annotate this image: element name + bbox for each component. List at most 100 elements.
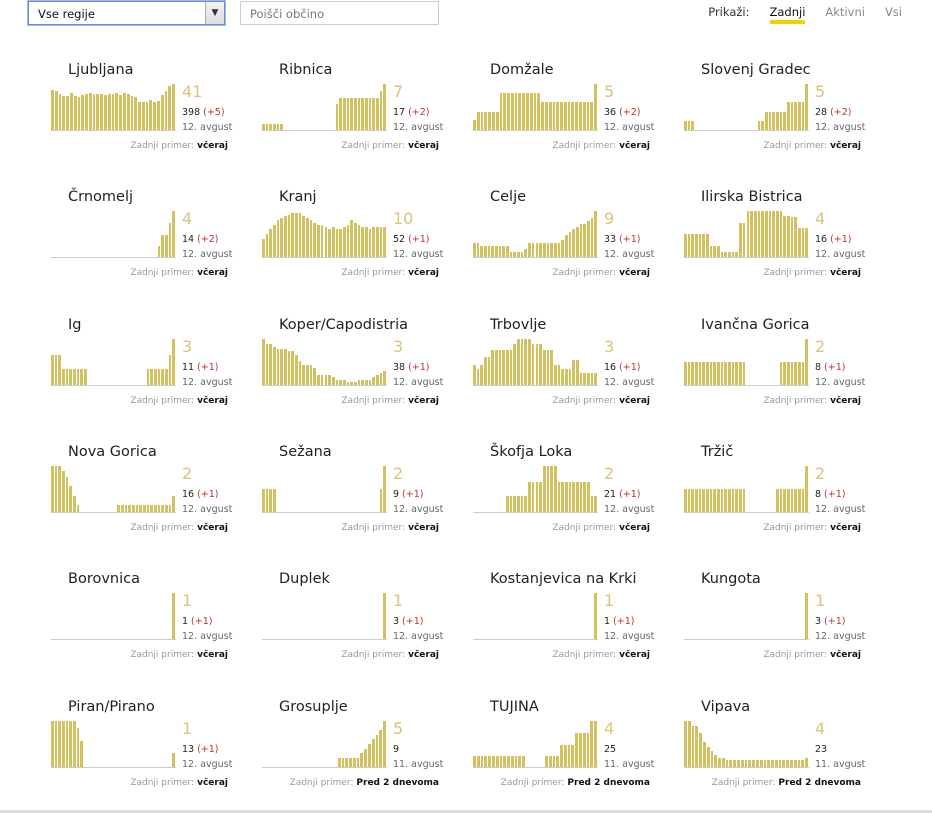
municipality-card[interactable]: TUJINA 4 25 11. avgust Zadnji primer: Pred 2 … — [473, 699, 663, 809]
municipality-name: Trbovlje — [490, 317, 547, 333]
municipality-card[interactable]: Trbovlje 3 16 (+1) 12. avgust Zadnji primer: v… — [473, 317, 663, 427]
chart-bar — [783, 215, 786, 257]
chart-bar — [571, 744, 575, 767]
show-option-vsi[interactable]: Vsi — [884, 5, 902, 19]
chart-bar — [557, 364, 561, 385]
chart-bar — [164, 504, 168, 512]
municipality-card[interactable]: Ilirska Bistrica 4 16 (+1) 12. avgust Zadnji … — [684, 189, 874, 299]
chart-bar — [794, 489, 797, 512]
municipality-card[interactable]: Piran/Pirano 1 13 (+1) 12. avgust Zadnji prim… — [51, 699, 241, 809]
chart-bar — [793, 759, 797, 767]
municipality-name: Koper/Capodistria — [279, 317, 409, 333]
municipality-name: Grosuplje — [279, 699, 348, 715]
chart-bar — [379, 730, 383, 767]
chart-bar — [567, 102, 571, 130]
last-update-date: 12. avgust — [182, 377, 233, 388]
show-option-aktivni[interactable]: Aktivni — [825, 5, 865, 19]
chart-bar — [698, 234, 702, 257]
municipality-card[interactable]: Ig 3 11 (+1) 12. avgust Zadnji primer: včeraj — [51, 317, 241, 427]
total-cases: 1 — [604, 616, 611, 627]
last-case-label: Zadnji primer: — [341, 268, 406, 278]
last-case-label: Zadnji primer: — [552, 523, 617, 533]
municipality-card[interactable]: Tržič 2 8 (+1) 12. avgust Zadnji primer: včera… — [684, 444, 874, 554]
chart-bar — [586, 221, 590, 257]
chart-bar — [146, 369, 150, 385]
chart-bar — [51, 721, 54, 767]
last-update-date: 12. avgust — [604, 122, 655, 133]
chart-bar — [335, 379, 339, 385]
case-history-chart — [262, 339, 387, 386]
chart-bar — [506, 496, 509, 512]
municipality-card[interactable]: Domžale 5 36 (+2) 12. avgust Zadnji primer: vč… — [473, 62, 663, 172]
show-option-zadnji[interactable]: Zadnji — [769, 5, 806, 24]
current-cases: 7 — [393, 82, 404, 101]
municipality-card[interactable]: Nova Gorica 2 16 (+1) 12. avgust Zadnji prime… — [51, 444, 241, 554]
chart-bar — [528, 339, 531, 385]
chart-bar — [794, 362, 797, 385]
last-update-date: 12. avgust — [393, 504, 444, 515]
last-case-label: Zadnji primer: — [130, 268, 195, 278]
chart-bar — [786, 362, 790, 385]
last-case-line: Zadnji primer: včeraj — [51, 141, 228, 151]
case-history-chart — [684, 466, 809, 513]
municipality-card[interactable]: Ivančna Gorica 2 8 (+1) 12. avgust Zadnji pri… — [684, 317, 874, 427]
chart-bar — [797, 489, 801, 512]
municipality-card[interactable]: Borovnica 1 1 (+1) 12. avgust Zadnji primer: v… — [51, 571, 241, 681]
chart-bar — [771, 759, 774, 767]
chart-bar — [361, 379, 364, 385]
chart-bar — [526, 93, 529, 130]
chart-bar — [768, 211, 772, 257]
municipality-card[interactable]: Celje 9 33 (+1) 12. avgust Zadnji primer: včer… — [473, 189, 663, 299]
chart-bar — [548, 102, 552, 130]
chart-bar — [590, 721, 594, 767]
chart-bar — [524, 339, 528, 385]
municipality-card[interactable]: Sežana 2 9 (+1) 12. avgust Zadnji primer: včer… — [262, 444, 452, 554]
chart-bar — [684, 489, 687, 512]
municipality-card[interactable]: Slovenj Gradec 5 28 (+2) 12. avgust Zadnji pr… — [684, 62, 874, 172]
chart-bar — [518, 756, 522, 767]
municipality-card[interactable]: Grosuplje 5 9 11. avgust Zadnji primer: Pred … — [262, 699, 452, 809]
municipality-card[interactable]: Koper/Capodistria 3 38 (+1) 12. avgust Zadnji… — [262, 317, 452, 427]
case-history-chart — [684, 593, 809, 640]
chart-bar — [571, 102, 575, 130]
search-input[interactable] — [248, 3, 432, 25]
chart-bar — [579, 373, 583, 385]
municipality-card[interactable]: Duplek 1 3 (+1) 12. avgust Zadnji primer: včer… — [262, 571, 452, 681]
region-select[interactable]: Vse regije ▼ — [28, 1, 225, 25]
chart-bar — [768, 111, 772, 130]
chart-bar — [157, 504, 161, 512]
chart-bar — [328, 374, 331, 385]
current-cases: 3 — [604, 337, 615, 356]
last-case-value: včeraj — [197, 396, 228, 406]
chart-bar — [375, 97, 379, 130]
chart-bar — [684, 721, 687, 767]
municipality-name: Borovnica — [68, 571, 140, 587]
municipality-card[interactable]: Kungota 1 3 (+1) 12. avgust Zadnji primer: vče… — [684, 571, 874, 681]
chart-bar — [172, 593, 175, 639]
municipality-card[interactable]: Kostanjevica na Krki 1 1 (+1) 12. avgust Zadn… — [473, 571, 663, 681]
municipality-card[interactable]: Škofja Loka 2 21 (+1) 12. avgust Zadnji prime… — [473, 444, 663, 554]
chart-bar — [553, 243, 557, 257]
municipality-card[interactable]: Ribnica 7 17 (+2) 12. avgust Zadnji primer: vč… — [262, 62, 452, 172]
chart-bar — [757, 120, 761, 130]
chart-bar — [62, 369, 65, 385]
chart-bar — [550, 466, 553, 512]
chart-bar — [276, 349, 280, 385]
chart-bar — [709, 362, 713, 385]
chart-bar — [357, 224, 361, 257]
municipality-card[interactable]: Črnomelj 4 14 (+2) 12. avgust Zadnji primer: v… — [51, 189, 241, 299]
chart-bar — [346, 382, 350, 385]
chevron-down-icon[interactable]: ▼ — [205, 2, 224, 24]
last-case-line: Zadnji primer: včeraj — [473, 523, 650, 533]
chart-bar — [684, 362, 687, 385]
chart-bar — [567, 744, 571, 767]
municipality-card[interactable]: Ljubljana 41 398 (+5) 12. avgust Zadnji prime… — [51, 62, 241, 172]
chart-bar — [73, 96, 77, 130]
chart-bar — [172, 84, 175, 130]
last-case-label: Zadnji primer: — [763, 650, 828, 660]
municipality-card[interactable]: Vipava 4 23 11. avgust Zadnji primer: Pred 2 … — [684, 699, 874, 809]
chart-bar — [353, 97, 357, 130]
chart-bar — [54, 354, 58, 385]
municipality-card[interactable]: Kranj 10 52 (+1) 12. avgust Zadnji primer: vče… — [262, 189, 452, 299]
chart-bar — [339, 379, 342, 385]
